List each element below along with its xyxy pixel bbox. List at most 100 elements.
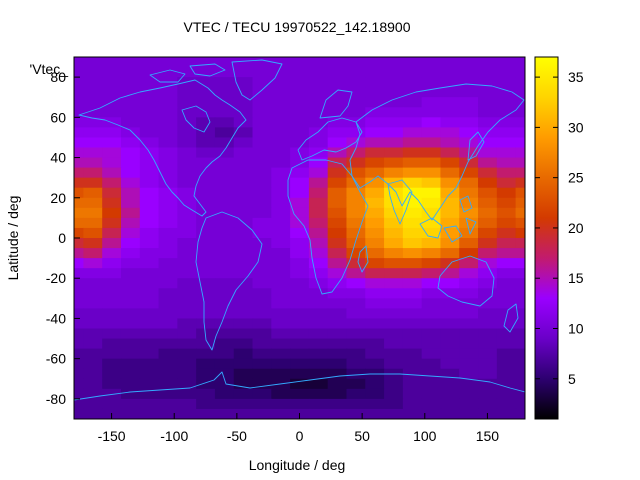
heatmap-cell	[252, 398, 272, 410]
heatmap-cell	[271, 298, 291, 309]
heatmap-cell	[515, 117, 525, 128]
heatmap-cell	[158, 308, 178, 320]
heatmap-cell	[74, 167, 84, 179]
heatmap-cell	[327, 147, 348, 159]
heatmap-cell	[74, 308, 84, 320]
heatmap-cell	[440, 308, 460, 320]
heatmap-cell	[139, 258, 160, 269]
heatmap-cell	[459, 227, 479, 239]
heatmap-cell	[402, 137, 423, 149]
heatmap-cell	[365, 207, 385, 219]
heatmap-cell	[233, 77, 254, 88]
heatmap-cell	[496, 318, 517, 330]
heatmap-cell	[290, 308, 310, 320]
heatmap-cell	[83, 278, 103, 289]
heatmap-cell	[402, 298, 423, 309]
heatmap-cell	[102, 197, 122, 209]
heatmap-cell	[252, 127, 272, 139]
heatmap-cell	[478, 298, 498, 309]
heatmap-cell	[158, 67, 178, 78]
heatmap-cell	[290, 197, 310, 209]
heatmap-cell	[440, 338, 460, 350]
heatmap-cell	[346, 338, 366, 350]
heatmap-cell	[308, 378, 329, 390]
heatmap-cell	[402, 248, 423, 259]
heatmap-cell	[177, 278, 197, 289]
heatmap-cell	[214, 378, 235, 390]
heatmap-cell	[252, 298, 272, 309]
heatmap-cell	[196, 248, 216, 259]
heatmap-cell	[365, 268, 385, 279]
heatmap-cell	[102, 147, 122, 159]
heatmap-cell	[384, 217, 404, 229]
heatmap-cell	[139, 57, 160, 68]
heatmap-cell	[252, 87, 272, 98]
heatmap-cell	[214, 57, 235, 68]
heatmap-cell	[196, 308, 216, 320]
heatmap-cell	[83, 388, 103, 400]
heatmap-cell	[478, 268, 498, 279]
heatmap-cell	[158, 107, 178, 118]
heatmap-cell	[196, 258, 216, 269]
heatmap-cell	[440, 147, 460, 159]
heatmap-cell	[102, 127, 122, 139]
heatmap-cell	[402, 167, 423, 179]
heatmap-cell	[478, 117, 498, 128]
heatmap-cell	[120, 278, 141, 289]
heatmap-cell	[252, 197, 272, 209]
heatmap-cell	[496, 328, 517, 340]
heatmap-cell	[459, 57, 479, 68]
heatmap-cell	[346, 87, 366, 98]
heatmap-cell	[196, 288, 216, 299]
heatmap-cell	[515, 298, 525, 309]
heatmap-cell	[365, 328, 385, 340]
heatmap-cell	[384, 388, 404, 400]
heatmap-cell	[139, 107, 160, 118]
heatmap-cell	[308, 127, 329, 139]
heatmap-cell	[158, 147, 178, 159]
heatmap-cell	[346, 358, 366, 370]
heatmap-cell	[158, 187, 178, 199]
heatmap-cell	[233, 258, 254, 269]
heatmap-cell	[290, 67, 310, 78]
heatmap-cell	[196, 127, 216, 139]
heatmap-cell	[365, 298, 385, 309]
heatmap-cell	[327, 268, 348, 279]
heatmap-cell	[384, 77, 404, 88]
heatmap-cell	[214, 368, 235, 380]
heatmap-cell	[290, 238, 310, 249]
heatmap-cell	[384, 238, 404, 249]
heatmap-cell	[421, 248, 442, 259]
heatmap-cell	[177, 248, 197, 259]
heatmap-cell	[74, 278, 84, 289]
heatmap-cell	[120, 338, 141, 350]
heatmap-cell	[252, 217, 272, 229]
heatmap-cell	[365, 77, 385, 88]
heatmap-cell	[402, 268, 423, 279]
heatmap-cell	[515, 348, 525, 360]
heatmap-cell	[478, 97, 498, 108]
heatmap-cell	[158, 197, 178, 209]
heatmap-cell	[271, 167, 291, 179]
heatmap-cell	[496, 368, 517, 380]
heatmap-cell	[158, 217, 178, 229]
heatmap-cell	[327, 368, 348, 380]
heatmap-cell	[252, 107, 272, 118]
heatmap-cell	[120, 217, 141, 229]
heatmap-cell	[327, 57, 348, 68]
heatmap-cell	[214, 398, 235, 410]
heatmap-cell	[196, 57, 216, 68]
heatmap-cell	[440, 207, 460, 219]
heatmap-cell	[440, 167, 460, 179]
heatmap-cell	[177, 388, 197, 400]
heatmap-cell	[177, 227, 197, 239]
heatmap-cell	[290, 378, 310, 390]
heatmap-cell	[252, 278, 272, 289]
heatmap-cell	[233, 288, 254, 299]
heatmap-cell	[327, 127, 348, 139]
heatmap-cell	[365, 137, 385, 149]
heatmap-cell	[290, 298, 310, 309]
heatmap-cell	[478, 107, 498, 118]
heatmap-cell	[365, 348, 385, 360]
heatmap-cell	[158, 157, 178, 169]
